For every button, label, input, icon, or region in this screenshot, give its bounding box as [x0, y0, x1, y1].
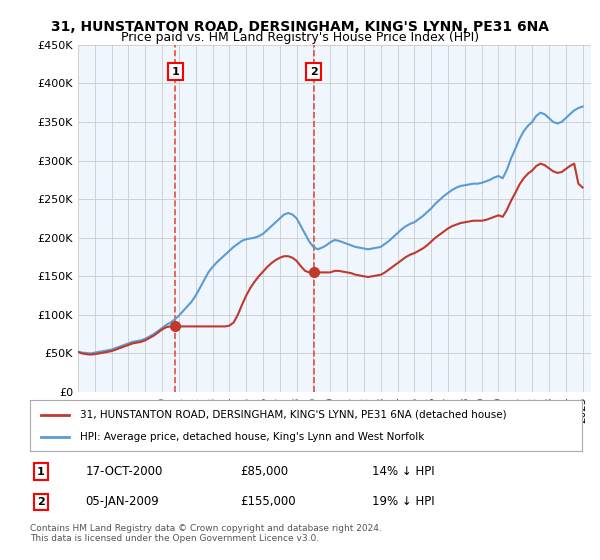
Text: 2: 2	[37, 497, 45, 507]
Text: 14% ↓ HPI: 14% ↓ HPI	[372, 465, 435, 478]
Text: Contains HM Land Registry data © Crown copyright and database right 2024.
This d: Contains HM Land Registry data © Crown c…	[30, 524, 382, 543]
Text: HPI: Average price, detached house, King's Lynn and West Norfolk: HPI: Average price, detached house, King…	[80, 432, 424, 442]
Text: 2: 2	[310, 67, 317, 77]
Text: 17-OCT-2000: 17-OCT-2000	[85, 465, 163, 478]
Text: Price paid vs. HM Land Registry's House Price Index (HPI): Price paid vs. HM Land Registry's House …	[121, 31, 479, 44]
Text: £155,000: £155,000	[240, 496, 295, 508]
Text: 31, HUNSTANTON ROAD, DERSINGHAM, KING'S LYNN, PE31 6NA (detached house): 31, HUNSTANTON ROAD, DERSINGHAM, KING'S …	[80, 409, 506, 419]
Text: 1: 1	[172, 67, 179, 77]
Text: 31, HUNSTANTON ROAD, DERSINGHAM, KING'S LYNN, PE31 6NA: 31, HUNSTANTON ROAD, DERSINGHAM, KING'S …	[51, 20, 549, 34]
Text: 19% ↓ HPI: 19% ↓ HPI	[372, 496, 435, 508]
Text: £85,000: £85,000	[240, 465, 288, 478]
Text: 1: 1	[37, 466, 45, 477]
Text: 05-JAN-2009: 05-JAN-2009	[85, 496, 159, 508]
